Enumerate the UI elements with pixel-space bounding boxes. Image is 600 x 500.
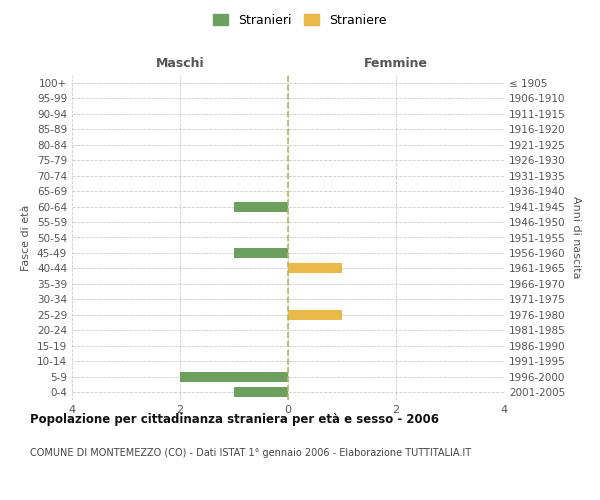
Y-axis label: Anni di nascita: Anni di nascita [571,196,581,279]
Text: COMUNE DI MONTEMEZZO (CO) - Dati ISTAT 1° gennaio 2006 - Elaborazione TUTTITALIA: COMUNE DI MONTEMEZZO (CO) - Dati ISTAT 1… [30,448,471,458]
Text: Maschi: Maschi [155,58,205,70]
Text: Popolazione per cittadinanza straniera per età e sesso - 2006: Popolazione per cittadinanza straniera p… [30,412,439,426]
Bar [288,310,342,320]
Bar [234,248,288,258]
Bar [288,264,342,274]
Bar [234,387,288,398]
Text: Femmine: Femmine [364,58,428,70]
Y-axis label: Fasce di età: Fasce di età [22,204,31,270]
Legend: Stranieri, Straniere: Stranieri, Straniere [208,8,392,32]
Bar [180,372,288,382]
Bar [234,202,288,211]
